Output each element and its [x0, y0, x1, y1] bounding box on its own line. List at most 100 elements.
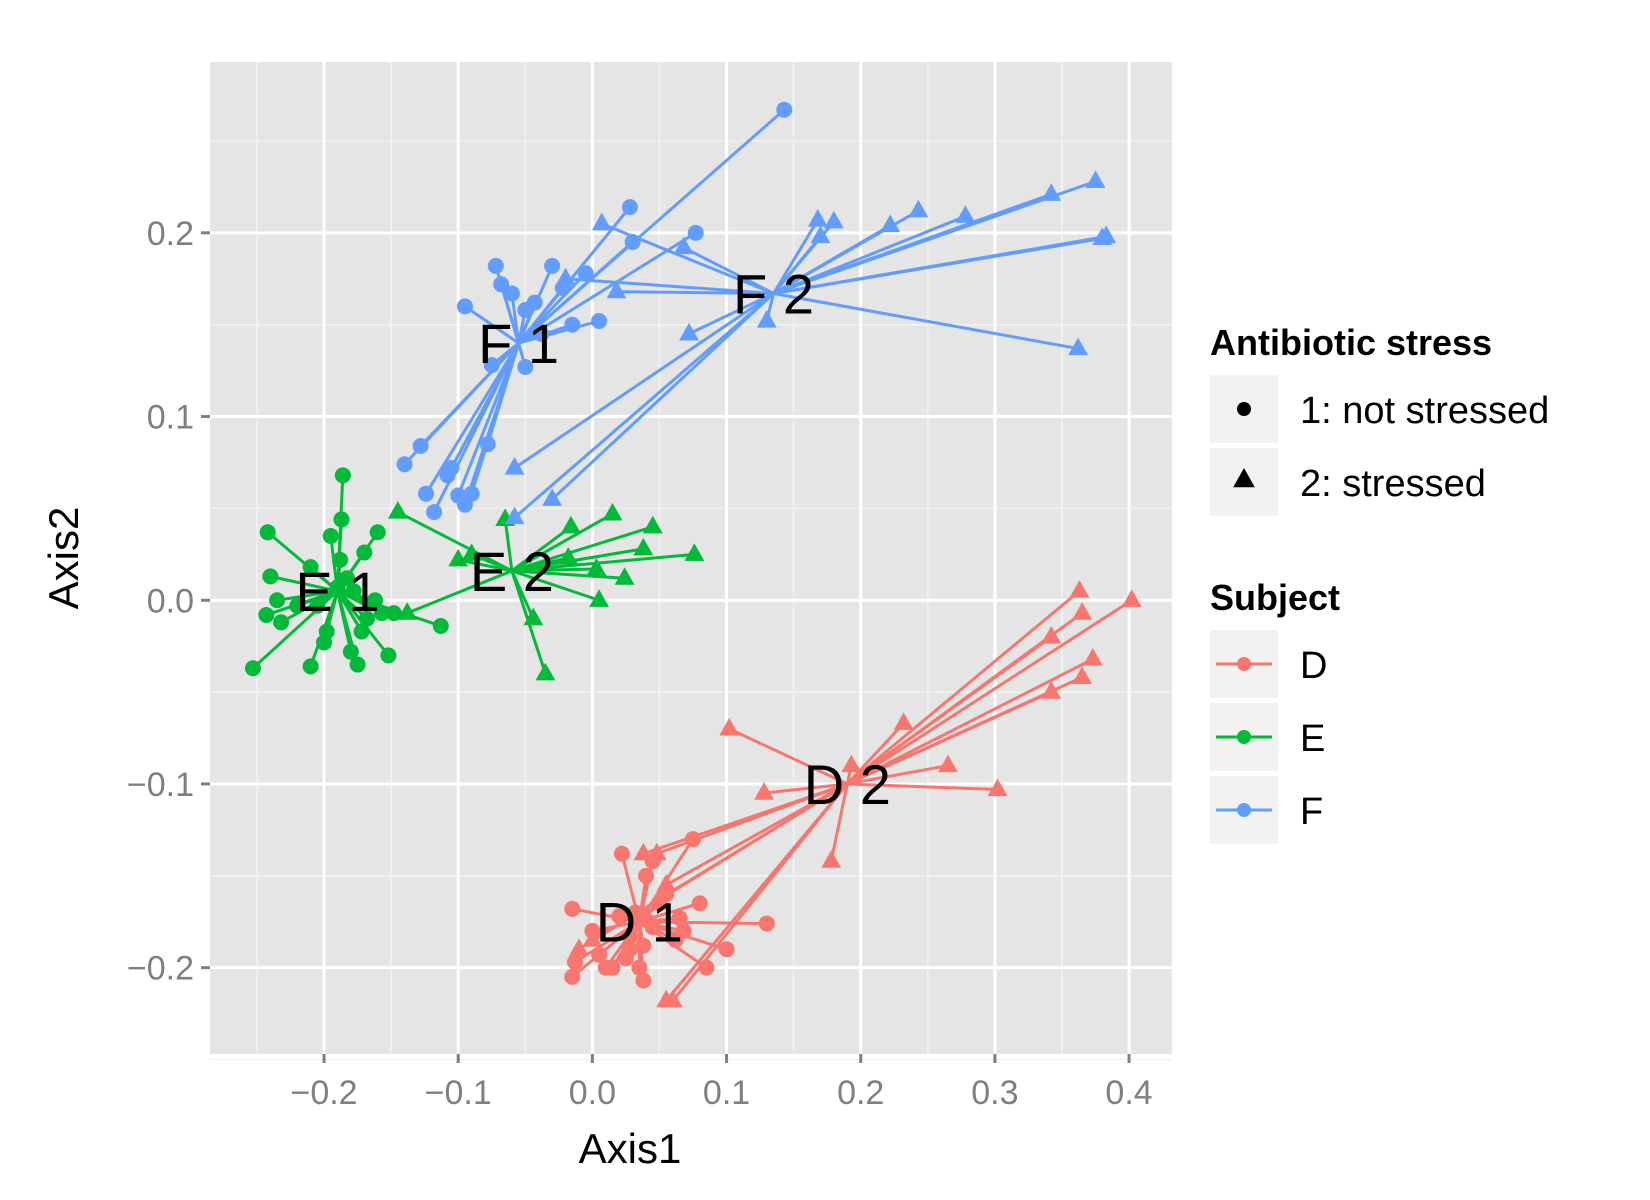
- point-E-not-stressed: [322, 527, 339, 544]
- segment-E-2: [511, 569, 625, 580]
- x-tick-label: 0.0: [569, 1074, 616, 1112]
- segment-F-2: [565, 277, 774, 295]
- segment-E-2: [511, 569, 600, 602]
- point-D-stressed: [754, 782, 775, 800]
- segment-D-2: [665, 782, 849, 887]
- point-F-not-stressed: [624, 234, 641, 251]
- segment-E-2: [510, 525, 572, 573]
- segment-F-2: [551, 292, 775, 501]
- point-F-not-stressed: [503, 285, 520, 302]
- centroid-label-D-1: D 1: [596, 891, 683, 954]
- point-E-not-stressed: [302, 658, 319, 675]
- point-F-not-stressed: [517, 358, 534, 375]
- point-F-stressed: [673, 236, 694, 255]
- point-E-stressed: [461, 543, 482, 561]
- point-E-not-stressed: [273, 614, 290, 631]
- legend-shape-title: Antibiotic stress: [1210, 322, 1492, 363]
- point-F-stressed: [504, 456, 525, 475]
- point-F-not-stressed: [396, 456, 413, 473]
- legend-shape-label: 2: stressed: [1300, 463, 1486, 505]
- segment-D-2: [846, 722, 905, 785]
- point-D-stressed: [1041, 625, 1062, 644]
- x-tick-label: 0.4: [1105, 1074, 1152, 1112]
- point-E-not-stressed: [269, 592, 286, 609]
- segment-D-1: [639, 920, 767, 926]
- segment-F-1: [419, 342, 520, 447]
- point-E-stressed: [684, 543, 705, 561]
- centroid-labels: D 1 D 2 E 1 E 2 F 1 F 2: [295, 262, 890, 953]
- x-axis-title: Axis1: [579, 1125, 682, 1172]
- point-F-not-stressed: [776, 101, 793, 118]
- point-E-not-stressed: [244, 660, 261, 677]
- segment-F-1: [450, 342, 520, 469]
- sample-points: [244, 101, 1142, 1008]
- point-D-not-stressed: [631, 959, 648, 976]
- point-E-not-stressed: [338, 570, 355, 587]
- point-E-not-stressed: [332, 551, 349, 568]
- point-E-stressed: [642, 515, 663, 534]
- y-axis: −0.2 −0.1 0.0 0.1 0.2: [127, 215, 210, 988]
- segment-D-2: [846, 657, 1094, 786]
- segment-E-2: [457, 558, 513, 573]
- point-F-not-stressed: [687, 224, 704, 241]
- point-E-not-stressed: [302, 559, 319, 576]
- point-E-stressed: [614, 567, 635, 585]
- point-D-not-stressed: [591, 946, 608, 963]
- segment-D-2: [846, 589, 1081, 786]
- point-F-stressed: [756, 310, 777, 328]
- segment-E-2: [511, 512, 614, 573]
- segment-E-2: [397, 510, 513, 573]
- point-D-not-stressed: [621, 928, 638, 945]
- segment-F-2: [513, 292, 775, 470]
- point-E-stressed: [448, 548, 469, 567]
- point-D-stressed: [1072, 602, 1093, 620]
- legend: Antibiotic stress 1: not stressed 2: stres…: [1210, 322, 1549, 844]
- point-E-not-stressed: [318, 623, 335, 640]
- point-D-not-stressed: [635, 937, 652, 954]
- point-F-not-stressed: [487, 257, 504, 274]
- point-F-stressed: [1068, 337, 1088, 356]
- segment-F-1: [464, 305, 520, 345]
- point-F-stressed: [555, 267, 576, 286]
- y-tick-label: 0.0: [147, 582, 194, 620]
- x-tick-label: 0.1: [703, 1074, 750, 1112]
- segment-D-2: [728, 727, 848, 786]
- point-E-stressed: [602, 502, 623, 521]
- point-D-stressed: [893, 712, 914, 730]
- y-tick-label: 0.2: [147, 215, 194, 253]
- point-F-not-stressed: [564, 316, 581, 333]
- point-E-not-stressed: [373, 605, 390, 622]
- centroid-label-E-1: E 1: [295, 560, 379, 623]
- point-F-not-stressed: [526, 294, 543, 311]
- point-F-stressed: [908, 199, 929, 218]
- legend-circle-icon: [1237, 402, 1251, 416]
- point-E-not-stressed: [353, 623, 370, 640]
- x-tick-label: 0.3: [971, 1074, 1018, 1112]
- legend-shape-label: 1: not stressed: [1300, 390, 1549, 432]
- centroid-label-D-2: D 2: [804, 753, 891, 816]
- point-E-not-stressed: [358, 610, 375, 627]
- point-E-not-stressed: [380, 647, 397, 664]
- point-F-not-stressed: [591, 313, 608, 330]
- point-E-not-stressed: [309, 597, 326, 614]
- legend-color-label: D: [1300, 645, 1327, 687]
- segment-D-2: [846, 676, 1083, 786]
- point-F-not-stressed: [463, 485, 480, 502]
- point-D-stressed: [1082, 648, 1103, 666]
- y-axis-title: Axis2: [40, 507, 87, 610]
- y-tick-label: −0.1: [127, 766, 194, 804]
- point-E-stressed: [589, 589, 609, 607]
- point-F-not-stressed: [621, 199, 638, 216]
- point-E-not-stressed: [334, 467, 351, 484]
- point-D-stressed: [821, 850, 842, 868]
- legend-color-label: F: [1300, 791, 1323, 833]
- point-D-not-stressed: [671, 910, 688, 927]
- point-F-stressed: [880, 214, 901, 233]
- point-F-stressed: [679, 322, 699, 341]
- point-F-stressed: [955, 205, 976, 223]
- segment-E-1: [335, 475, 345, 592]
- point-D-not-stressed: [613, 845, 630, 862]
- centroid-label-F-2: F 2: [733, 262, 814, 325]
- point-E-not-stressed: [333, 511, 350, 528]
